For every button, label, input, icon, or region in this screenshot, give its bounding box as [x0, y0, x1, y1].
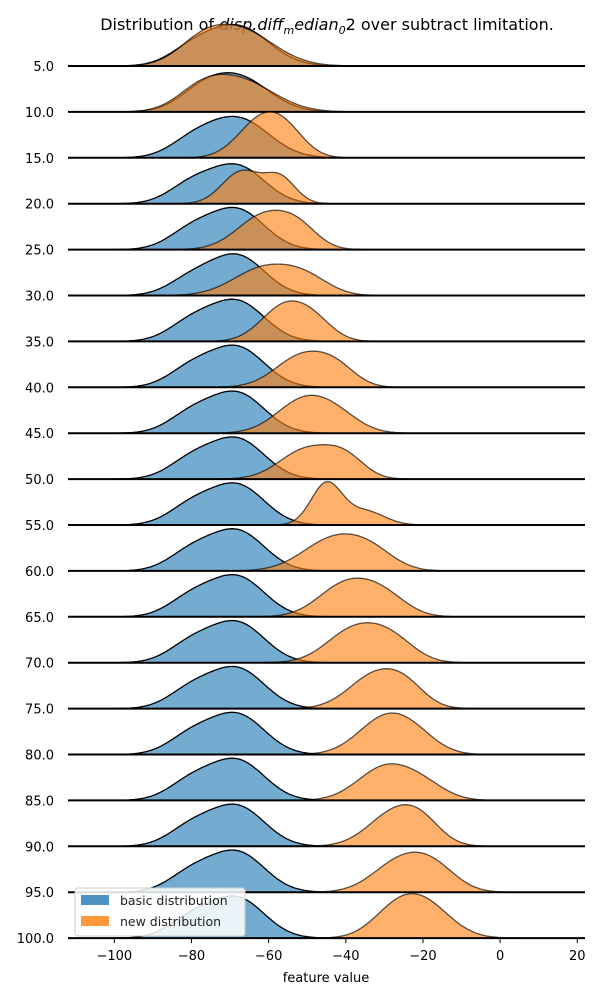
legend-swatch-basic: [81, 895, 109, 905]
legend-label-basic: basic distribution: [120, 893, 228, 908]
new-density-25.0: [68, 209, 585, 251]
x-tick-label: −60: [255, 949, 282, 964]
y-tick-label: 30.0: [25, 290, 54, 305]
ridge-55.0: 55.0: [25, 481, 585, 534]
new-density-90.0: [68, 804, 585, 847]
ridge-45.0: 45.0: [25, 390, 585, 442]
new-density-15.0: [68, 111, 585, 159]
ridge-80.0: 80.0: [25, 711, 585, 764]
basic-density-95.0: [68, 849, 585, 893]
new-density-45.0: [68, 394, 585, 434]
ridge-20.0: 20.0: [25, 163, 585, 213]
y-tick-label: 25.0: [25, 244, 54, 259]
legend-label-new: new distribution: [120, 914, 221, 929]
y-tick-label: 55.0: [25, 519, 54, 534]
basic-density-15.0: [68, 115, 585, 159]
y-tick-label: 20.0: [25, 198, 54, 213]
x-tick-label: −100: [96, 949, 132, 964]
chart-title: Distribution of disp.diffmedian02 over s…: [100, 15, 554, 37]
y-tick-label: 80.0: [25, 749, 54, 764]
x-tick-label: −80: [178, 949, 205, 964]
y-tick-label: 35.0: [25, 335, 54, 350]
y-tick-label: 50.0: [25, 473, 54, 488]
new-density-10.0: [68, 73, 585, 113]
new-density-55.0: [68, 481, 585, 526]
new-density-70.0: [68, 622, 585, 664]
legend-box: [74, 887, 246, 937]
y-tick-label: 65.0: [25, 611, 54, 626]
ridge-50.0: 50.0: [25, 436, 585, 488]
y-tick-label: 70.0: [25, 657, 54, 672]
new-density-20.0: [68, 169, 585, 205]
y-tick-label: 10.0: [25, 106, 54, 121]
y-tick-label: 15.0: [25, 152, 54, 167]
basic-density-85.0: [68, 757, 585, 802]
new-density-75.0: [68, 668, 585, 710]
ridge-35.0: 35.0: [25, 298, 585, 350]
ridge-85.0: 85.0: [25, 757, 585, 809]
new-density-65.0: [68, 577, 585, 618]
new-density-40.0: [68, 350, 585, 388]
legend: basic distribution new distribution: [74, 887, 246, 937]
ridge-25.0: 25.0: [25, 206, 585, 259]
ridge-15.0: 15.0: [25, 111, 585, 167]
x-tick-label: −40: [332, 949, 359, 964]
legend-swatch-new: [81, 916, 109, 926]
x-tick-label: 20: [569, 949, 586, 964]
basic-density-90.0: [68, 803, 585, 847]
ridges: 5.0 10.0 15.0 20.0 25.0 30.0 35.0 40.0 45.0 50.0 5…: [17, 23, 585, 947]
y-tick-label: 95.0: [25, 886, 54, 901]
ridge-75.0: 75.0: [25, 665, 585, 718]
new-density-35.0: [68, 300, 585, 343]
y-tick-label: 85.0: [25, 794, 54, 809]
y-tick-label: 75.0: [25, 703, 54, 718]
basic-density-20.0: [68, 163, 585, 205]
new-density-85.0: [68, 763, 585, 802]
y-tick-label: 45.0: [25, 427, 54, 442]
x-axis-label: feature value: [283, 971, 370, 986]
ridge-70.0: 70.0: [25, 619, 585, 672]
ridge-65.0: 65.0: [25, 573, 585, 626]
y-tick-label: 5.0: [33, 60, 54, 75]
x-tick-label: 0: [496, 949, 504, 964]
ridge-90.0: 90.0: [25, 803, 585, 855]
y-tick-label: 40.0: [25, 381, 54, 396]
basic-density-10.0: [68, 72, 585, 113]
ridge-10.0: 10.0: [25, 72, 585, 121]
new-density-50.0: [68, 444, 585, 480]
x-tick-label: −20: [409, 949, 436, 964]
ridge-40.0: 40.0: [25, 344, 585, 396]
ridge-5.0: 5.0: [33, 23, 585, 75]
new-density-95.0: [68, 851, 585, 893]
new-density-60.0: [68, 533, 585, 572]
y-tick-label: 100.0: [17, 932, 54, 947]
new-density-30.0: [68, 263, 585, 297]
ridge-60.0: 60.0: [25, 528, 585, 580]
x-axis: −100 −80 −60 −40 −20 0 20: [96, 938, 586, 964]
new-density-80.0: [68, 712, 585, 756]
basic-density-80.0: [68, 711, 585, 756]
ridge-30.0: 30.0: [25, 253, 585, 305]
y-tick-label: 60.0: [25, 565, 54, 580]
y-tick-label: 90.0: [25, 840, 54, 855]
